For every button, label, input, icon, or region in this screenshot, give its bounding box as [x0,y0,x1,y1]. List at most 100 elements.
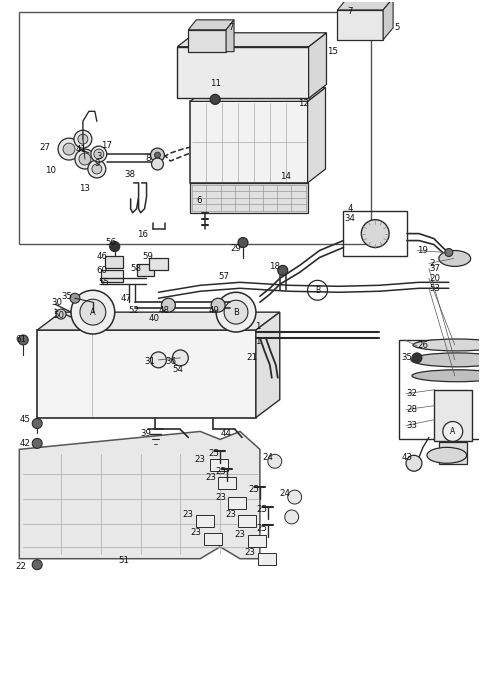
Text: 8: 8 [145,153,151,163]
Bar [105,256,123,269]
Text: 35: 35 [401,354,412,362]
Text: 1: 1 [255,338,261,346]
Text: 11: 11 [210,79,221,88]
Text: B: B [233,308,239,317]
Text: 27: 27 [39,142,50,152]
Text: 38: 38 [125,171,136,180]
Text: 55: 55 [99,278,110,287]
Bar [190,183,308,213]
Polygon shape [178,33,326,47]
Circle shape [70,293,80,303]
Text: 46: 46 [97,252,108,261]
Text: 21: 21 [246,354,257,362]
Text: 25: 25 [215,466,226,476]
Polygon shape [188,20,234,30]
Text: 23: 23 [225,510,236,520]
Text: 33: 33 [406,421,417,430]
Ellipse shape [413,339,480,351]
Bar [399,340,480,439]
Text: 25: 25 [256,524,267,533]
Text: 40: 40 [148,314,159,323]
Text: 61: 61 [15,335,26,344]
Text: 23: 23 [205,472,216,482]
Polygon shape [308,88,325,183]
Text: A: A [90,308,96,317]
Bar [190,101,308,183]
Circle shape [161,298,175,312]
Circle shape [74,130,92,148]
Bar [37,330,256,418]
Polygon shape [337,0,393,10]
Text: 22: 22 [15,562,26,571]
Text: 7: 7 [228,24,234,32]
Circle shape [172,350,188,366]
Text: 35: 35 [61,292,72,301]
Text: 23: 23 [234,531,245,539]
Circle shape [278,265,288,275]
Circle shape [56,309,66,319]
Polygon shape [37,312,280,330]
Text: 41: 41 [76,144,87,154]
Text: 23: 23 [194,455,205,464]
Text: 50: 50 [53,310,64,320]
Text: 36: 36 [166,357,177,367]
Polygon shape [383,0,393,40]
Text: 51: 51 [119,556,130,565]
Bar [258,553,276,565]
Circle shape [80,299,106,325]
Circle shape [110,242,120,252]
Circle shape [268,454,282,468]
Bar [439,442,467,464]
Text: 32: 32 [406,389,417,398]
Circle shape [79,153,91,165]
Bar [148,259,168,271]
Circle shape [152,158,164,170]
Text: 23: 23 [182,510,193,520]
Text: 30: 30 [51,298,62,306]
Bar [178,47,309,99]
Bar [101,271,123,282]
Circle shape [224,300,248,324]
Text: A: A [450,427,456,436]
Ellipse shape [439,250,471,267]
Text: 48: 48 [158,306,169,315]
Text: 47: 47 [120,294,132,302]
Text: 20: 20 [429,274,440,283]
Polygon shape [256,312,280,418]
Text: 58: 58 [131,264,142,273]
Text: 49: 49 [208,306,219,315]
Text: 23: 23 [244,548,255,558]
Circle shape [91,146,107,162]
Circle shape [58,138,80,160]
Circle shape [63,143,75,155]
Text: 53: 53 [429,284,440,293]
Text: 44: 44 [220,429,231,438]
Circle shape [288,490,301,504]
Text: 25: 25 [208,449,219,458]
Bar [218,477,236,489]
Text: 26: 26 [417,342,428,350]
Circle shape [155,152,160,158]
Text: 31: 31 [144,357,156,367]
Bar [434,389,472,441]
Text: 43: 43 [401,453,412,462]
Bar [228,497,246,509]
Text: 57: 57 [218,272,229,281]
Text: 13: 13 [79,184,90,193]
Bar [204,533,222,545]
Text: 14: 14 [280,172,291,182]
Text: 24: 24 [280,489,291,497]
Circle shape [211,298,225,312]
Text: 23: 23 [190,529,201,537]
Polygon shape [19,431,260,559]
Text: 23: 23 [215,493,226,502]
Circle shape [32,418,42,429]
Text: 12: 12 [298,99,309,108]
Text: 28: 28 [406,405,417,414]
Bar [337,10,383,40]
Polygon shape [226,20,234,52]
Bar [343,211,407,256]
Text: 25: 25 [248,485,259,493]
Circle shape [210,95,220,105]
Text: 7: 7 [348,7,353,16]
